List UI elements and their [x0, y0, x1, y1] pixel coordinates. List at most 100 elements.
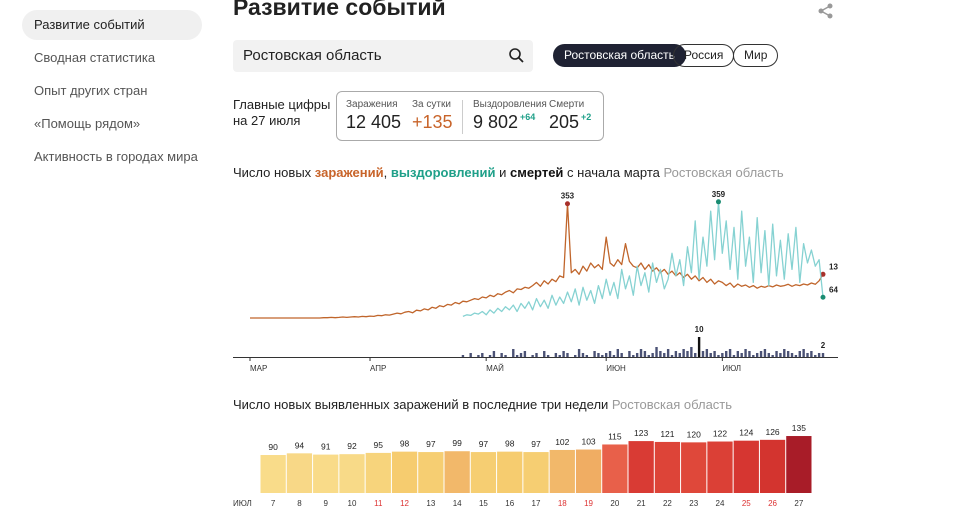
death-bar — [728, 349, 732, 357]
death-bar — [628, 351, 631, 357]
bar — [786, 436, 812, 493]
stat-value-row: 205 +2 — [549, 112, 591, 133]
death-bar — [674, 351, 678, 357]
death-bar — [736, 351, 740, 357]
series-line — [250, 203, 824, 319]
chart: МАР АПР МАЙ ИЮН ИЮЛ 353 135 359 64 10 2 — [233, 190, 838, 373]
point-marker — [820, 294, 826, 300]
death-bar — [481, 353, 484, 357]
death-bar — [670, 355, 674, 357]
chart-title-part: заражений — [314, 165, 384, 180]
bar — [549, 449, 575, 493]
bar-value-label: 124 — [739, 428, 753, 438]
nav-item[interactable]: Сводная статистика — [34, 50, 156, 65]
point-marker — [820, 271, 826, 277]
death-bar — [659, 351, 662, 357]
chart-title: Число новых выявленных заражений в после… — [233, 397, 732, 412]
x-tick-label: МАР — [250, 364, 267, 373]
death-bar — [604, 353, 608, 357]
death-bar — [608, 351, 612, 357]
nav-item[interactable]: Активность в городах мира — [34, 149, 198, 164]
death-bar — [577, 349, 581, 357]
x-tick-label: 21 — [637, 499, 646, 508]
stat-value-row: 9 802 +64 — [473, 112, 547, 133]
bar — [628, 441, 654, 493]
death-bar — [771, 355, 774, 357]
death-bar — [504, 355, 507, 357]
data-label: 359 — [712, 190, 726, 199]
bar — [470, 452, 497, 493]
region-tab[interactable]: Мир — [733, 44, 779, 67]
bar-value-label: 126 — [765, 427, 779, 437]
death-bar — [690, 347, 693, 357]
death-bar — [709, 353, 712, 357]
death-bar — [779, 353, 782, 357]
stat-label: Смерти — [549, 99, 585, 110]
death-bar — [663, 353, 666, 357]
x-tick-label: 24 — [716, 499, 725, 508]
search-icon[interactable] — [508, 47, 526, 65]
stat-value: 205 — [549, 112, 580, 132]
death-bar — [515, 355, 519, 357]
x-tick-label: 17 — [532, 499, 541, 508]
death-bar — [612, 355, 616, 357]
death-bar — [566, 353, 569, 357]
bar — [260, 455, 286, 493]
nav-item[interactable]: Развитие событий — [22, 10, 202, 40]
search-input[interactable]: Ростовская область — [233, 40, 533, 72]
region-tab[interactable]: Россия — [673, 44, 735, 67]
key-figures-line: на 27 июля — [233, 113, 301, 128]
death-bar — [717, 355, 720, 357]
nav-item[interactable]: Опыт других стран — [34, 83, 148, 98]
bar-value-label: 103 — [581, 437, 595, 447]
separator — [462, 100, 463, 134]
death-bar — [686, 351, 689, 357]
data-label: 10 — [695, 325, 704, 334]
bar-value-label: 90 — [268, 442, 278, 452]
death-bar — [546, 355, 550, 357]
stat: Выздоровления 9 802 +64 — [473, 99, 547, 133]
death-bar — [639, 349, 643, 357]
stat-value-row: 12 405 — [346, 112, 401, 133]
stat-label: Выздоровления — [473, 99, 547, 110]
death-bar — [512, 349, 515, 357]
death-bar — [721, 353, 724, 357]
death-bar — [783, 349, 786, 357]
key-figures-label: Главные цифры на 27 июля — [233, 97, 330, 129]
bar — [733, 440, 759, 493]
death-bar — [705, 349, 709, 357]
x-tick-label: 23 — [689, 499, 698, 508]
stat: Смерти 205 +2 — [549, 99, 591, 133]
death-bar — [643, 351, 647, 357]
death-bar — [794, 355, 798, 357]
bar — [391, 451, 418, 493]
point-marker — [715, 199, 721, 205]
share-icon[interactable] — [818, 3, 834, 19]
x-tick-label: 12 — [400, 499, 409, 508]
death-bar — [632, 355, 635, 357]
bar — [575, 449, 602, 493]
bar — [681, 442, 707, 493]
death-bar — [806, 353, 809, 357]
death-bar — [814, 355, 817, 357]
stat-delta: +2 — [581, 112, 592, 122]
chart-title-part: , — [383, 165, 388, 180]
bar-value-label: 91 — [321, 442, 331, 452]
chart-title-part: смертей — [509, 165, 564, 180]
stat-value-row: +135 — [412, 112, 453, 133]
region-tab[interactable]: Ростовская область — [553, 44, 686, 67]
nav-item[interactable]: «Помощь рядом» — [34, 116, 141, 131]
point-marker — [564, 201, 570, 207]
stat: Заражения 12 405 — [346, 99, 401, 133]
x-tick-label: 7 — [271, 499, 276, 508]
x-tick-label: ИЮЛ — [722, 364, 741, 373]
bar-value-label: 121 — [660, 429, 674, 439]
death-bar — [519, 353, 523, 357]
death-bar — [748, 351, 751, 357]
data-label: 64 — [829, 285, 838, 294]
x-tick-label: 8 — [297, 499, 302, 508]
death-bar — [725, 351, 728, 357]
chart-title-part: Ростовская область — [663, 165, 784, 180]
x-tick-label: 18 — [558, 499, 567, 508]
